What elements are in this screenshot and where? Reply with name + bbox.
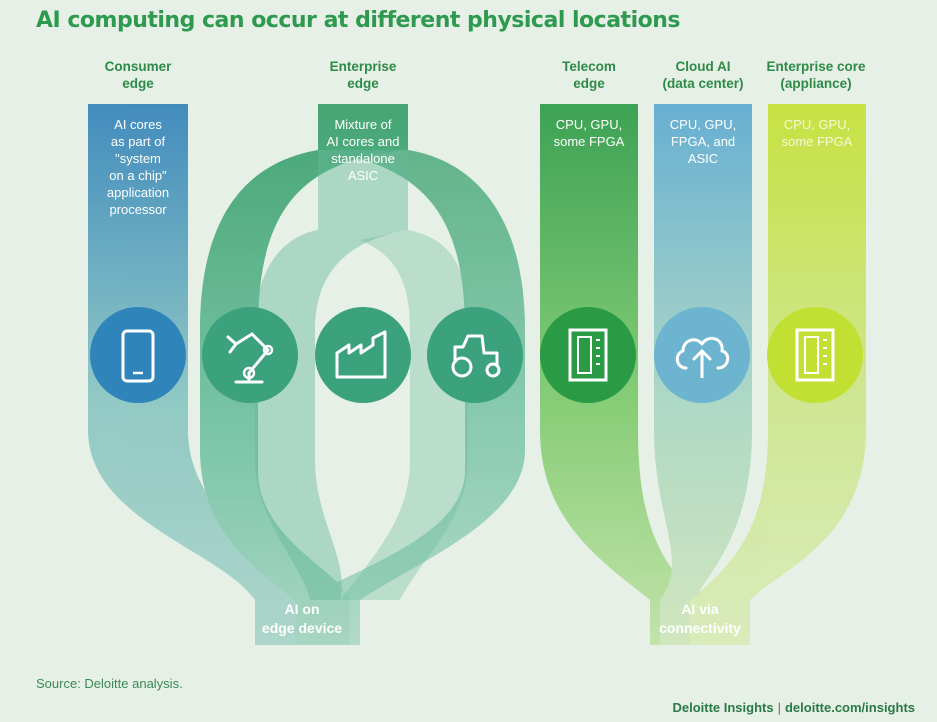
column-description-telecom-edge: CPU, GPU, some FPGA (553, 117, 625, 149)
column-description-enterprise-core: CPU, GPU, some FPGA (781, 117, 853, 149)
column-description-enterprise-edge: Mixture of AI cores and standalone ASIC (326, 117, 400, 183)
enterprise-edge-flow-right (300, 104, 525, 645)
edge-flows (88, 104, 525, 645)
column-heading-consumer-edge: Consumer edge (104, 59, 172, 91)
factory-icon (315, 307, 411, 403)
server-appliance-icon (767, 307, 863, 403)
cloud-upload-icon (654, 307, 750, 403)
source-note: Source: Deloitte analysis. (36, 676, 183, 691)
bottom-label-edge-device: AI on edge device (261, 601, 343, 636)
footer-url[interactable]: deloitte.com/insights (784, 700, 915, 715)
consumer-edge-flow (88, 104, 300, 645)
column-heading-cloud-ai: Cloud AI (data center) (662, 59, 744, 91)
footer-credit: Deloitte Insights | deloitte.com/insights (672, 700, 915, 715)
smartphone-icon (90, 307, 186, 403)
column-heading-enterprise-core: Enterprise core (appliance) (766, 59, 866, 91)
column-heading-telecom-edge: Telecom edge (562, 59, 616, 91)
column-description-cloud-ai: CPU, GPU, FPGA, and ASIC (669, 117, 737, 166)
column-description-consumer-edge: AI cores as part of "system on a chip" a… (106, 117, 170, 217)
server-rack-icon (540, 307, 636, 403)
enterprise-edge-flow-inner (255, 150, 408, 600)
page-title: AI computing can occur at different phys… (36, 8, 681, 33)
bottom-label-connectivity: AI via connectivity (659, 601, 741, 636)
enterprise-edge-flow-left (200, 104, 408, 645)
robot-arm-icon (202, 307, 298, 403)
column-heading-enterprise-edge: Enterprise edge (329, 59, 397, 91)
footer-brand: Deloitte Insights (672, 700, 774, 715)
tractor-icon (427, 307, 523, 403)
